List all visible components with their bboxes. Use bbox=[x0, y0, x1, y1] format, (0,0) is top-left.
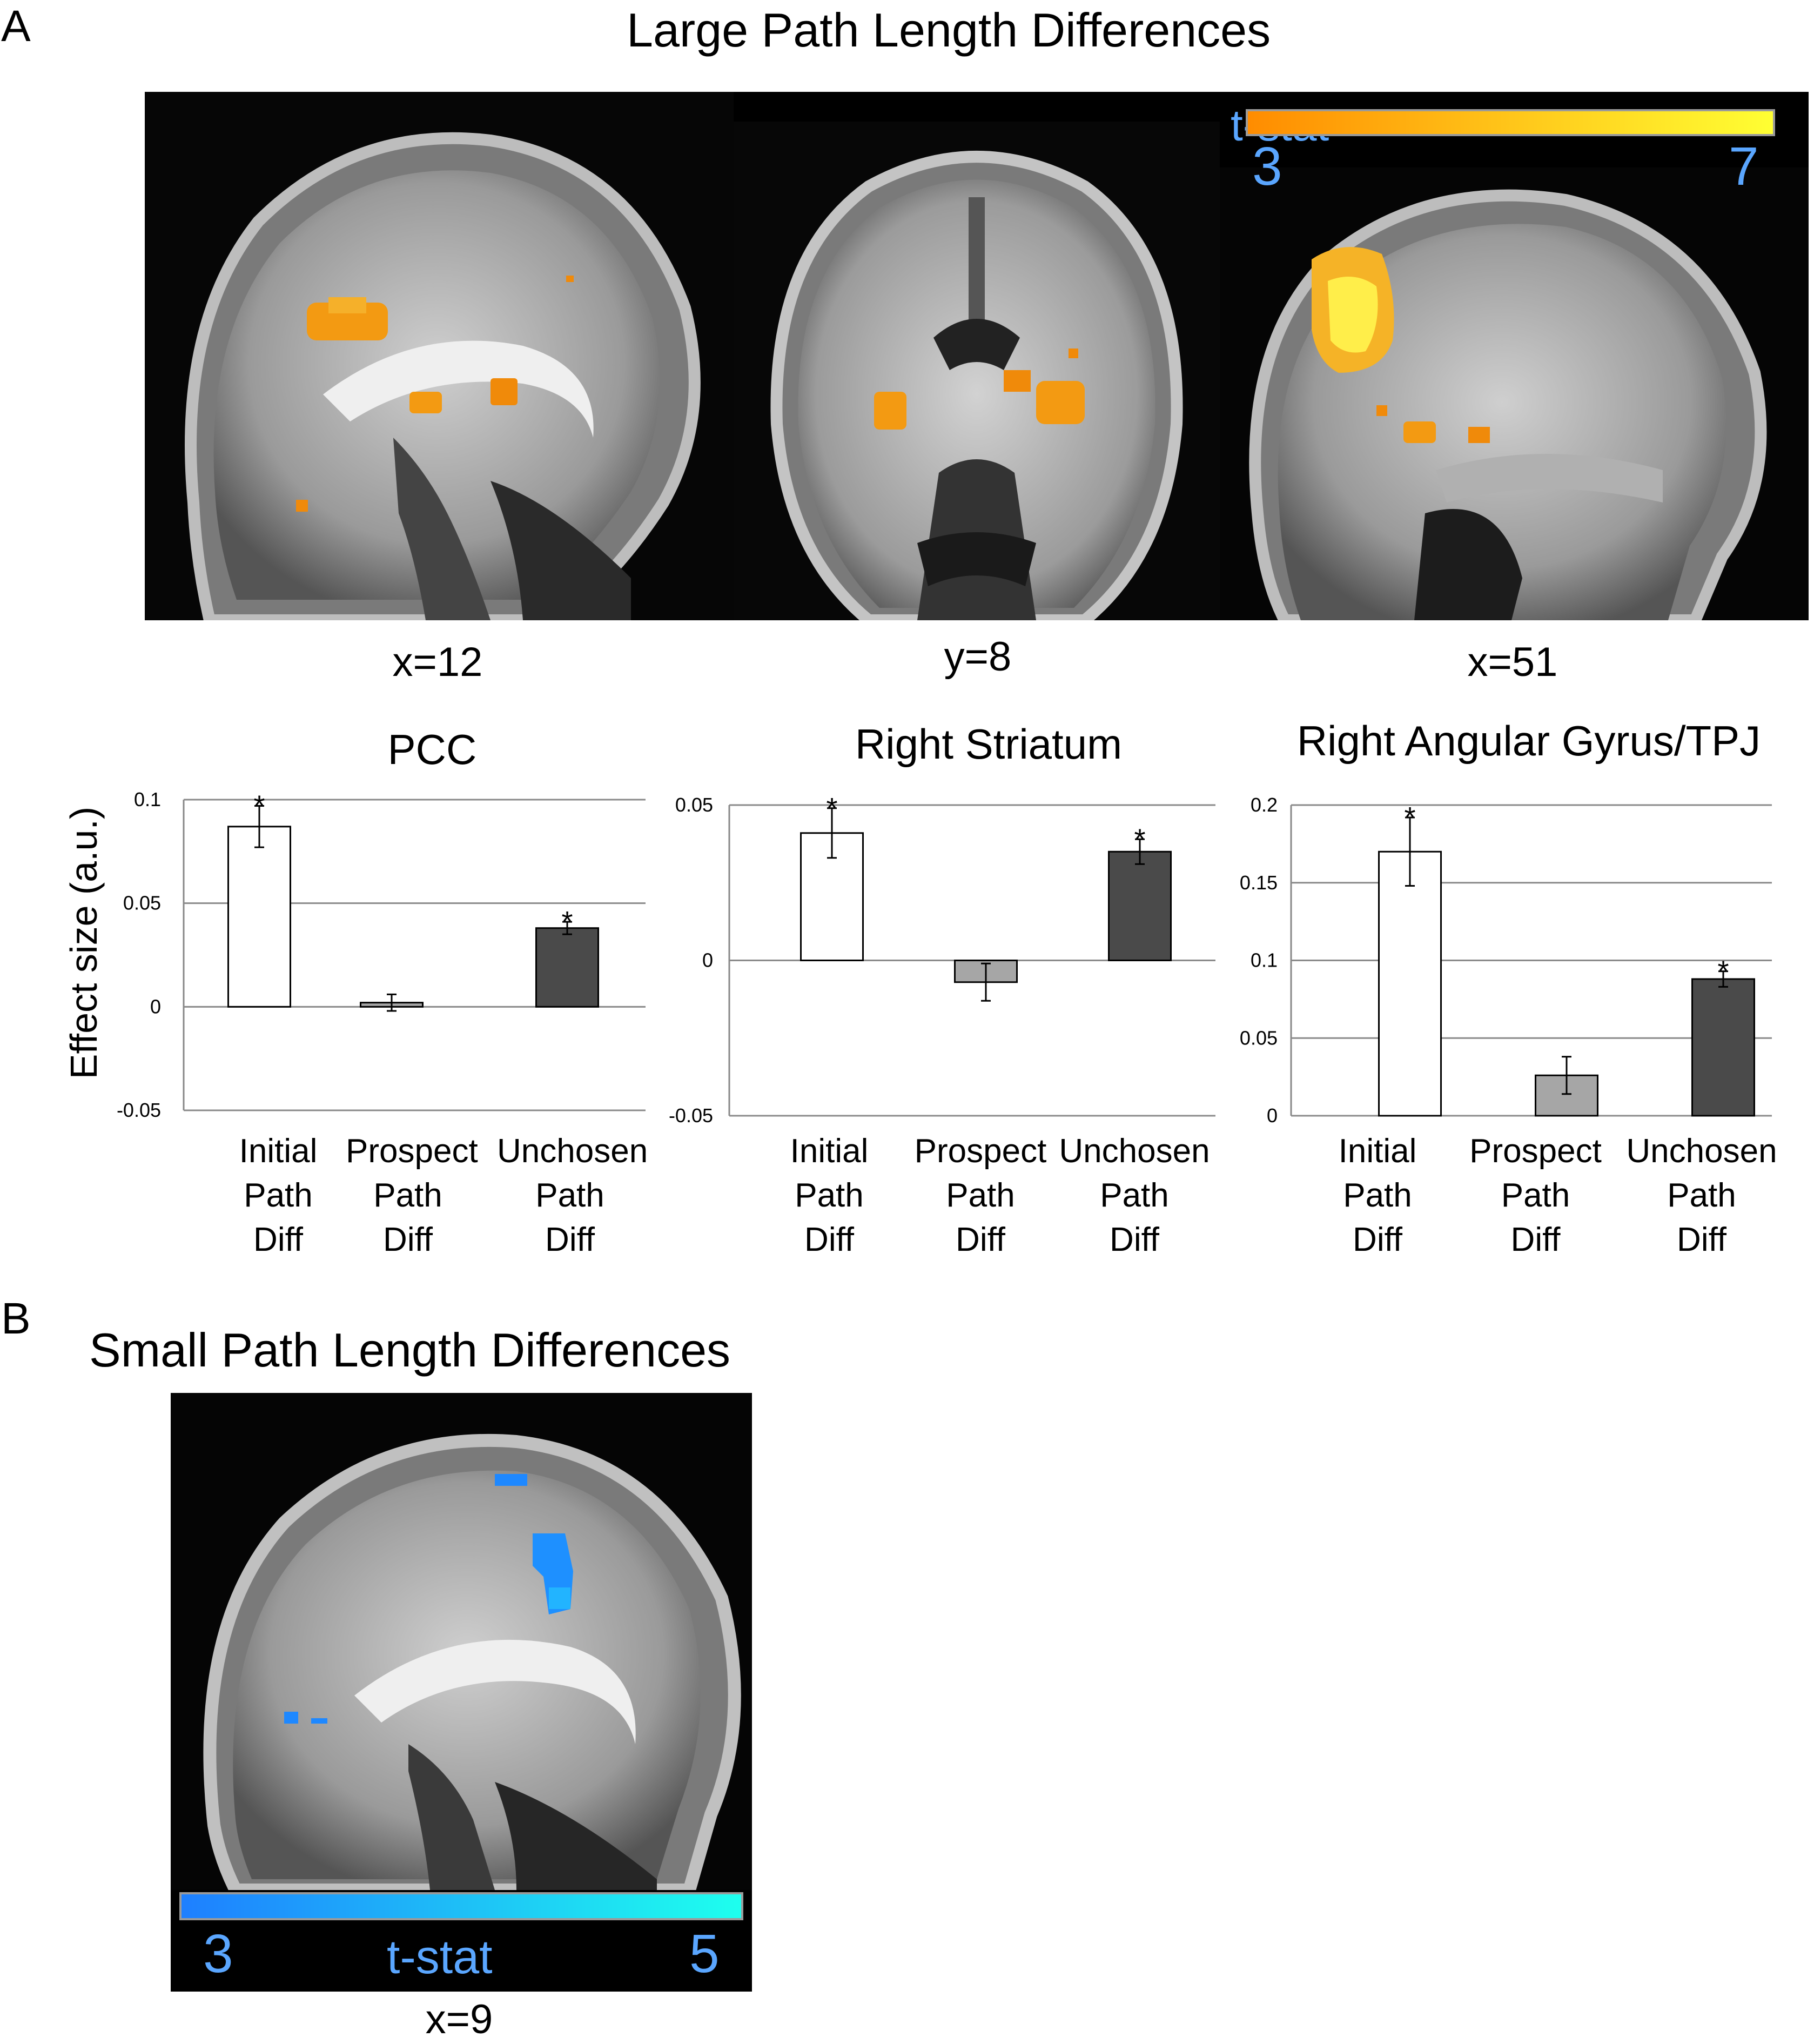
sagittal-slice-left bbox=[145, 92, 734, 620]
y-tick-label: 0.1 bbox=[134, 788, 161, 810]
panel-a-title: Large Path Length Differences bbox=[627, 3, 1271, 57]
y-tick-label: 0.05 bbox=[675, 794, 713, 816]
chart-title-striatum: Right Striatum bbox=[855, 720, 1123, 768]
slice-coord-2: y=8 bbox=[944, 634, 1012, 680]
xcat-striatum-prospect: Prospect Path Diff bbox=[914, 1132, 1047, 1258]
coronal-slice-middle bbox=[734, 122, 1220, 620]
sagittal-slice-right bbox=[1220, 167, 1809, 620]
panel-b-title: Small Path Length Differences bbox=[89, 1323, 731, 1377]
xcat-tpj-initial: Initial Path Diff bbox=[1338, 1132, 1417, 1258]
y-tick-label: 0 bbox=[150, 995, 161, 1017]
bar bbox=[535, 927, 599, 1008]
y-tick-label: -0.05 bbox=[669, 1104, 713, 1127]
xcat-pcc-initial: Initial Path Diff bbox=[239, 1132, 318, 1258]
xcat-striatum-unchosen: Unchosen Path Diff bbox=[1059, 1132, 1210, 1258]
colorbar-small-min: 3 bbox=[203, 1924, 233, 1984]
chart-title-pcc: PCC bbox=[387, 726, 477, 773]
significance-marker: * bbox=[561, 906, 573, 938]
bar bbox=[1108, 850, 1172, 961]
colorbar-small-label: t-stat bbox=[387, 1930, 493, 1983]
y-tick-label: 0.2 bbox=[1251, 794, 1278, 816]
xcat-tpj-unchosen: Unchosen Path Diff bbox=[1626, 1132, 1777, 1258]
colorbar-small-gradient bbox=[179, 1892, 743, 1920]
y-tick-label: -0.05 bbox=[117, 1099, 161, 1121]
colorbar-large: t-stat bbox=[1231, 92, 1809, 165]
y-tick-label: 0 bbox=[702, 949, 713, 971]
panel-letter-b: B bbox=[1, 1294, 31, 1343]
bar bbox=[1378, 850, 1442, 1117]
y-tick-label: 0.1 bbox=[1251, 949, 1278, 971]
xcat-pcc-prospect: Prospect Path Diff bbox=[346, 1132, 478, 1258]
sagittal-slice-small bbox=[171, 1393, 752, 1890]
xcat-striatum-initial: Initial Path Diff bbox=[790, 1132, 869, 1258]
y-tick-label: 0 bbox=[1267, 1104, 1278, 1127]
slice-coord-3: x=51 bbox=[1467, 639, 1558, 685]
slice-coord-b: x=9 bbox=[425, 1996, 493, 2042]
significance-marker: * bbox=[253, 790, 265, 822]
bar-chart-striatum: -0.05 0 0.05 * * bbox=[669, 792, 1215, 1127]
bar-chart-pcc: -0.05 0 0.05 0.1 * * bbox=[117, 788, 646, 1121]
slice-coord-1: x=12 bbox=[392, 639, 483, 685]
significance-marker: * bbox=[1404, 801, 1415, 834]
bar bbox=[1691, 978, 1755, 1117]
brain-slices-strip: t-stat 3 7 bbox=[145, 92, 1809, 620]
bar bbox=[227, 826, 291, 1008]
colorbar-large-min: 3 bbox=[1252, 136, 1282, 197]
chart-title-tpj: Right Angular Gyrus/TPJ bbox=[1296, 717, 1761, 765]
y-tick-label: 0.15 bbox=[1240, 872, 1278, 894]
colorbar-large-gradient bbox=[1246, 109, 1775, 136]
y-tick-label: 0.05 bbox=[123, 892, 161, 914]
significance-marker: * bbox=[1717, 955, 1729, 988]
xcat-tpj-prospect: Prospect Path Diff bbox=[1469, 1132, 1602, 1258]
bar-chart-tpj: 0 0.05 0.1 0.15 0.2 * * bbox=[1240, 794, 1772, 1127]
colorbar-large-max: 7 bbox=[1729, 136, 1759, 197]
y-tick-label: 0.05 bbox=[1240, 1027, 1278, 1049]
brain-slice-small: 3 t-stat 5 bbox=[171, 1393, 752, 1992]
significance-marker: * bbox=[826, 792, 837, 825]
xcat-pcc-unchosen: Unchosen Path Diff bbox=[497, 1132, 648, 1258]
significance-marker: * bbox=[1134, 823, 1145, 855]
panel-letter-a: A bbox=[1, 2, 31, 51]
colorbar-small-max: 5 bbox=[689, 1924, 720, 1984]
